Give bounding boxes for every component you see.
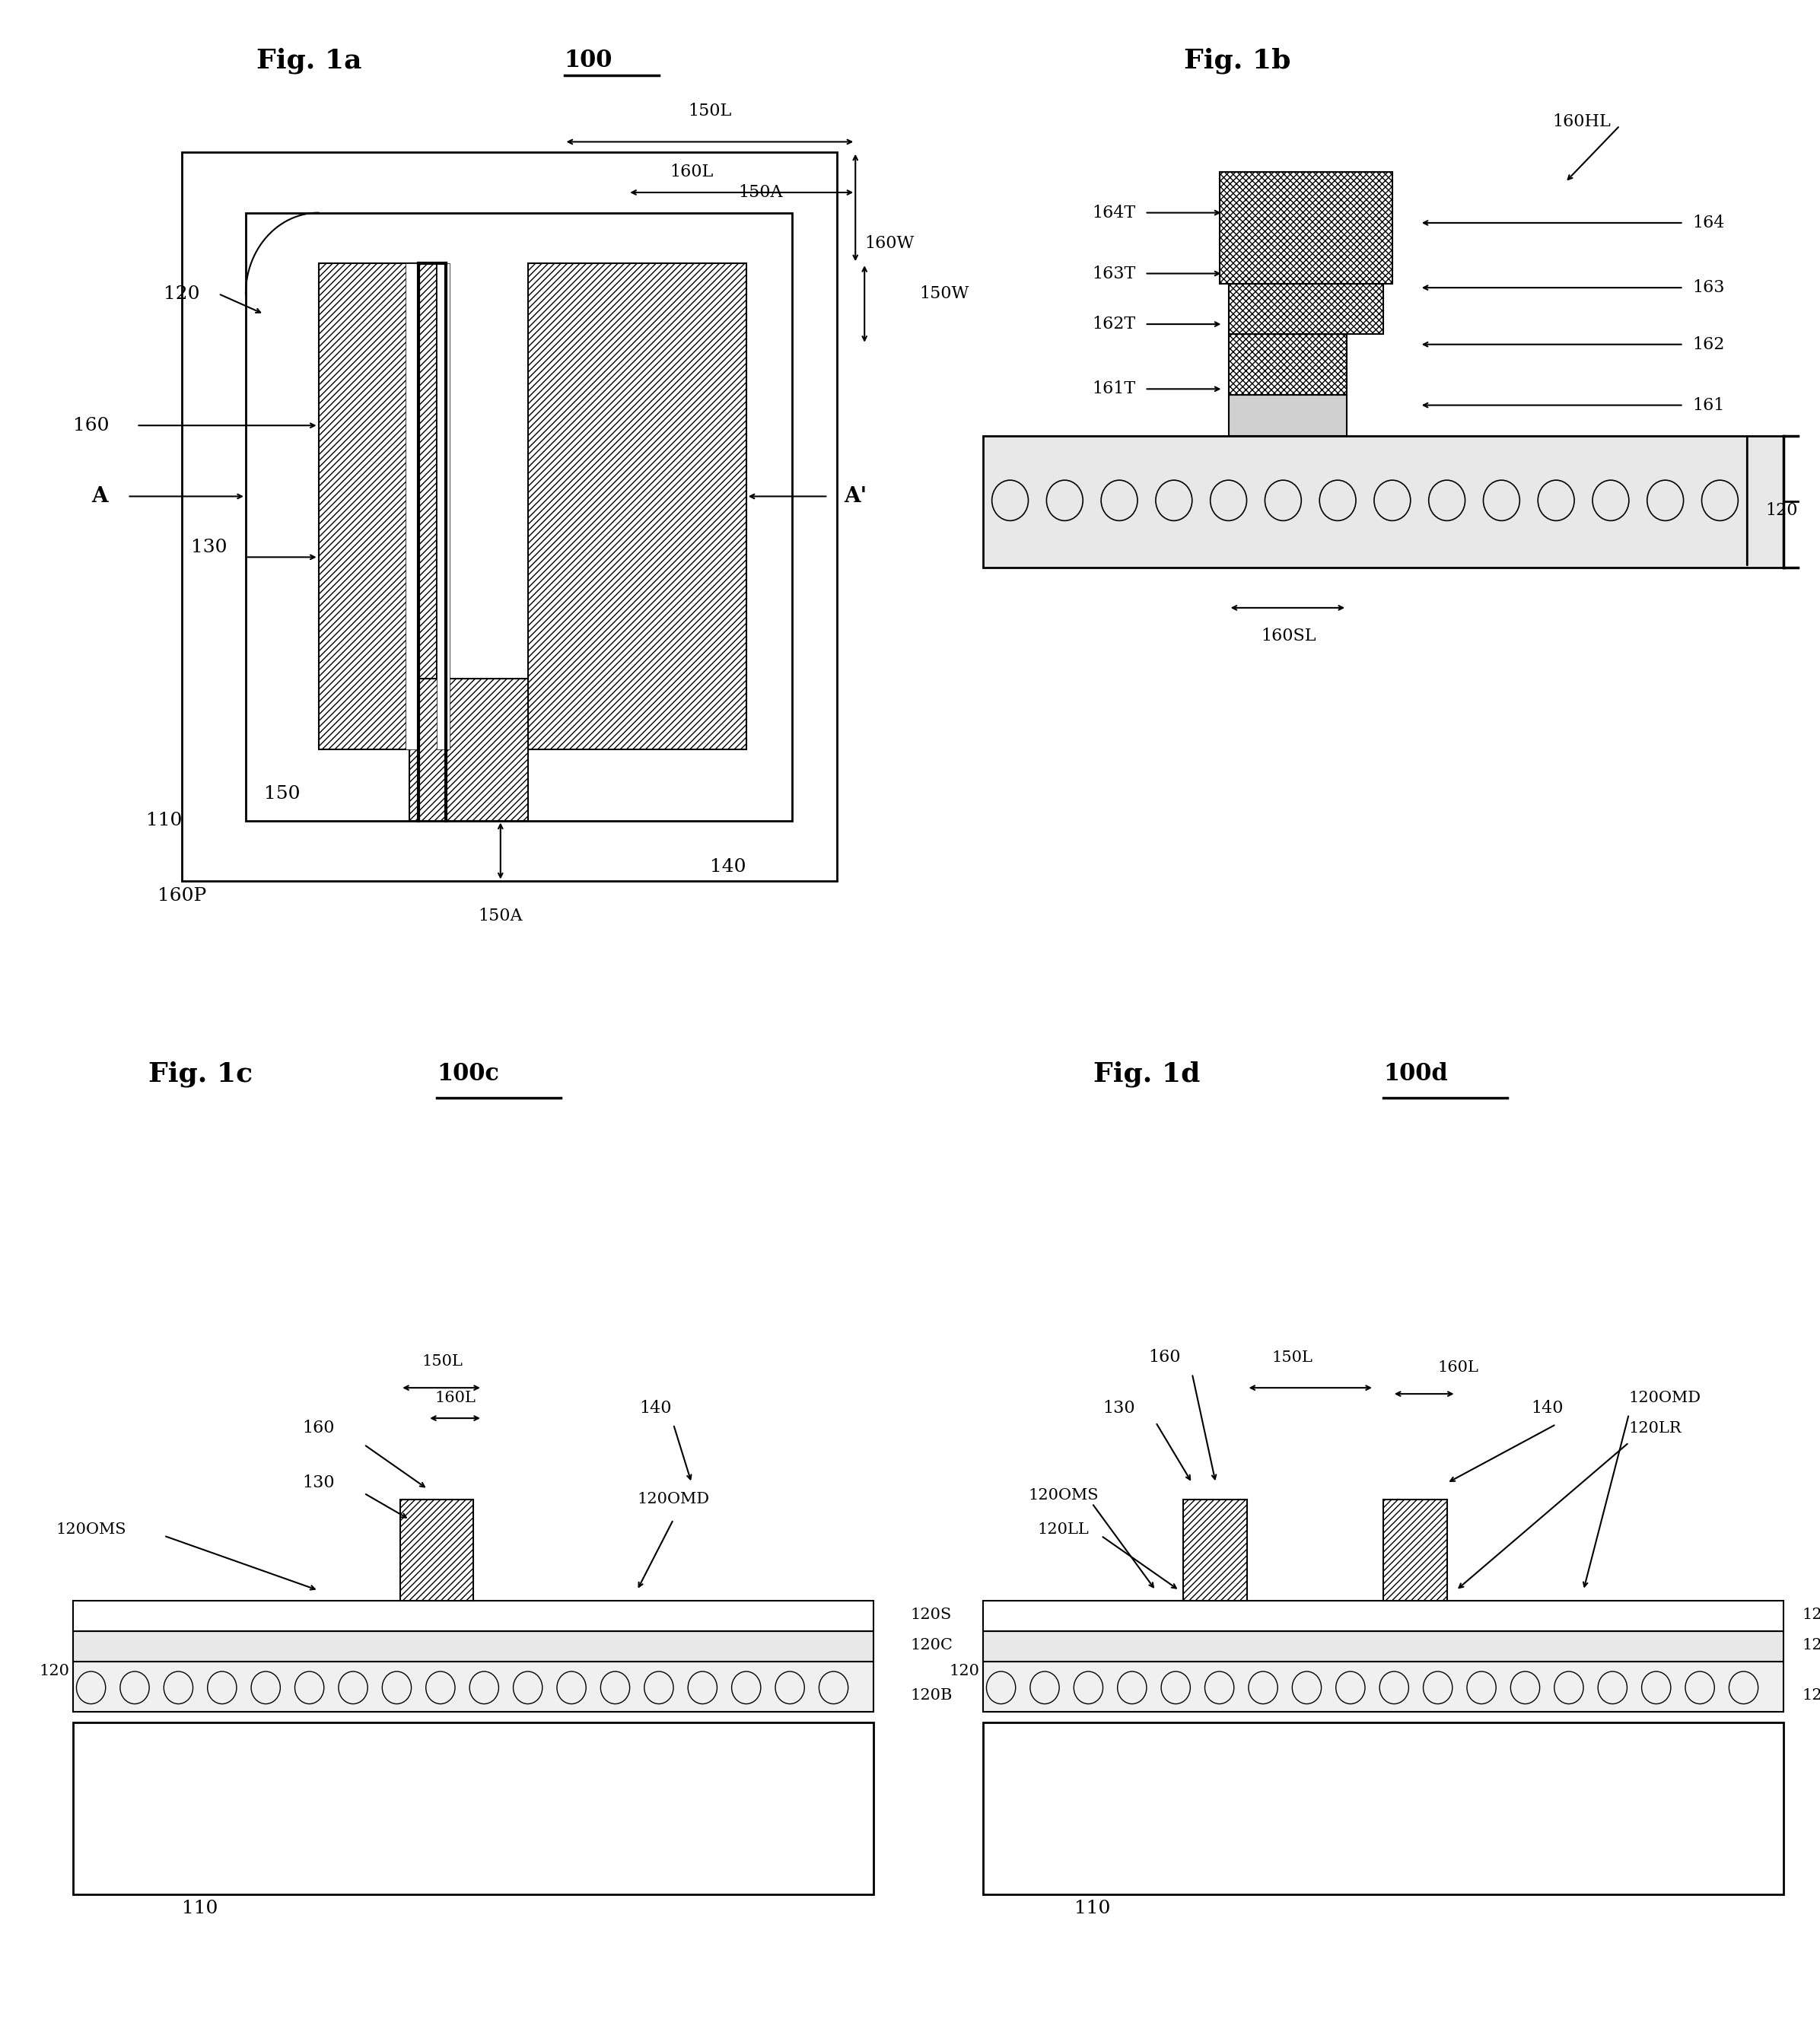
Bar [318, 263, 437, 750]
Bar [1229, 334, 1347, 395]
Bar [406, 263, 419, 750]
Text: 150A: 150A [739, 184, 783, 201]
Text: 120S: 120S [1802, 1607, 1820, 1623]
Bar [73, 1661, 874, 1712]
Text: 120: 120 [164, 286, 200, 302]
Text: 160L: 160L [1438, 1359, 1480, 1376]
Text: 160SL: 160SL [1261, 628, 1316, 644]
Text: 120B: 120B [1802, 1688, 1820, 1704]
Text: 140: 140 [710, 859, 746, 875]
Bar [400, 1499, 473, 1601]
Text: 164: 164 [1693, 215, 1725, 231]
Text: Fig. 1d: Fig. 1d [1094, 1062, 1199, 1086]
Text: Fig. 1a: Fig. 1a [257, 49, 362, 73]
Bar [1229, 395, 1347, 436]
Text: 164T: 164T [1092, 205, 1136, 221]
Text: 120C: 120C [910, 1637, 952, 1653]
Text: 163T: 163T [1092, 265, 1136, 282]
Text: 120OMS: 120OMS [56, 1522, 126, 1538]
Text: 140: 140 [1531, 1400, 1563, 1416]
Text: 162T: 162T [1092, 316, 1136, 332]
Text: 160HL: 160HL [1552, 113, 1611, 130]
Text: 120B: 120B [910, 1688, 952, 1704]
Text: 160: 160 [302, 1420, 335, 1436]
Text: 120OMD: 120OMD [1629, 1390, 1702, 1406]
Text: 110: 110 [182, 1900, 218, 1917]
Text: 160W: 160W [865, 235, 914, 251]
Text: 120C: 120C [1802, 1637, 1820, 1653]
Bar [983, 1601, 1784, 1631]
Text: A: A [91, 486, 109, 506]
Bar [983, 1631, 1784, 1661]
Text: 140: 140 [639, 1400, 672, 1416]
Text: 163: 163 [1693, 280, 1725, 296]
Text: 100c: 100c [437, 1062, 499, 1086]
Text: 160P: 160P [158, 887, 206, 904]
Text: 120S: 120S [910, 1607, 952, 1623]
Bar [437, 263, 450, 750]
Bar [182, 152, 837, 881]
Bar [983, 1722, 1784, 1894]
Text: Fig. 1b: Fig. 1b [1185, 49, 1290, 73]
Text: 150W: 150W [919, 286, 968, 302]
Bar [73, 1601, 874, 1631]
Text: 120OMS: 120OMS [1028, 1487, 1099, 1503]
Text: 160: 160 [73, 417, 109, 434]
Bar [528, 263, 746, 750]
Text: 150: 150 [264, 786, 300, 802]
Bar [1219, 172, 1392, 284]
Text: 160: 160 [1148, 1349, 1181, 1366]
Bar [1229, 284, 1383, 334]
Text: Fig. 1c: Fig. 1c [147, 1062, 253, 1086]
Text: 150L: 150L [422, 1353, 462, 1370]
Bar [983, 436, 1784, 567]
Text: 120: 120 [40, 1663, 69, 1680]
Text: 120OMD: 120OMD [637, 1491, 710, 1507]
Text: 130: 130 [302, 1475, 335, 1491]
Text: 150L: 150L [1272, 1349, 1312, 1366]
Text: 100: 100 [564, 49, 612, 73]
Bar [410, 679, 528, 821]
Text: 150L: 150L [688, 103, 732, 120]
Text: 161T: 161T [1092, 381, 1136, 397]
Text: 120LR: 120LR [1629, 1420, 1682, 1436]
Text: 110: 110 [146, 812, 182, 829]
Text: 120: 120 [1765, 502, 1798, 519]
Text: 120LL: 120LL [1037, 1522, 1088, 1538]
Text: 162: 162 [1693, 336, 1725, 353]
Bar [1183, 1499, 1247, 1601]
Text: 160L: 160L [670, 164, 713, 180]
Text: 161: 161 [1693, 397, 1725, 413]
Text: 150A: 150A [479, 908, 522, 924]
Bar [1383, 1499, 1447, 1601]
Bar [73, 1722, 874, 1894]
Text: 130: 130 [191, 539, 228, 555]
Text: 130: 130 [1103, 1400, 1136, 1416]
Text: 110: 110 [1074, 1900, 1110, 1917]
Text: 160L: 160L [435, 1390, 475, 1406]
Text: A': A' [844, 486, 866, 506]
Text: 100d: 100d [1383, 1062, 1447, 1086]
Bar [983, 1661, 1784, 1712]
Text: 120: 120 [950, 1663, 979, 1680]
Bar [73, 1631, 874, 1661]
Bar [246, 213, 792, 821]
